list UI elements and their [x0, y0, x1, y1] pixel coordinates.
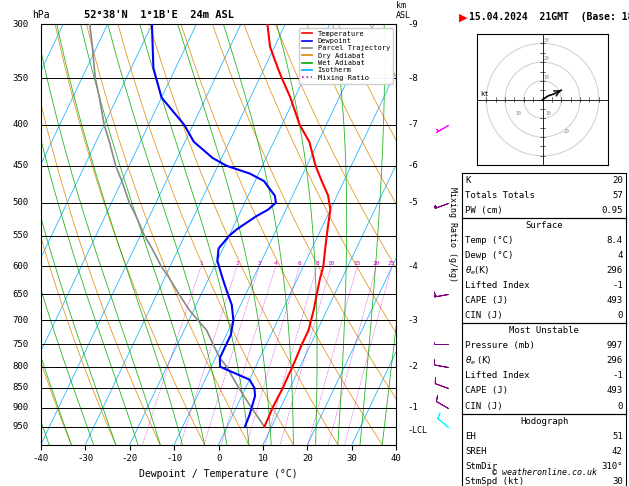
- Text: 8.4: 8.4: [606, 236, 623, 245]
- Text: 900: 900: [13, 403, 28, 413]
- Text: 20: 20: [564, 129, 570, 134]
- Text: © weatheronline.co.uk: © weatheronline.co.uk: [492, 468, 596, 477]
- Text: 310°: 310°: [601, 462, 623, 471]
- Text: Most Unstable: Most Unstable: [509, 326, 579, 335]
- Text: SREH: SREH: [465, 447, 487, 456]
- Text: 0: 0: [617, 401, 623, 411]
- Text: -3: -3: [408, 315, 418, 325]
- Text: Totals Totals: Totals Totals: [465, 191, 535, 200]
- Text: EH: EH: [465, 432, 476, 441]
- Text: StmSpd (kt): StmSpd (kt): [465, 477, 525, 486]
- Text: Lifted Index: Lifted Index: [465, 281, 530, 290]
- Text: Pressure (mb): Pressure (mb): [465, 341, 535, 350]
- Text: ▶: ▶: [459, 12, 468, 22]
- Text: 0.95: 0.95: [601, 206, 623, 215]
- Text: CIN (J): CIN (J): [465, 311, 503, 320]
- Text: Dewp (°C): Dewp (°C): [465, 251, 514, 260]
- Text: 500: 500: [13, 198, 28, 207]
- Text: StmDir: StmDir: [465, 462, 498, 471]
- Text: 0: 0: [617, 311, 623, 320]
- Text: 30: 30: [612, 477, 623, 486]
- Text: Lifted Index: Lifted Index: [465, 371, 530, 381]
- Text: 800: 800: [13, 362, 28, 371]
- Text: CAPE (J): CAPE (J): [465, 296, 508, 305]
- Text: -5: -5: [408, 198, 418, 207]
- Text: -7: -7: [408, 120, 418, 129]
- Text: 51: 51: [612, 432, 623, 441]
- Text: 493: 493: [606, 296, 623, 305]
- Text: 400: 400: [13, 120, 28, 129]
- Text: 10: 10: [327, 261, 335, 266]
- Text: 2: 2: [235, 261, 239, 266]
- Text: 650: 650: [13, 290, 28, 299]
- Text: Mixing Ratio (g/kg): Mixing Ratio (g/kg): [448, 187, 457, 282]
- Text: 8: 8: [315, 261, 319, 266]
- Text: 850: 850: [13, 383, 28, 392]
- X-axis label: Dewpoint / Temperature (°C): Dewpoint / Temperature (°C): [139, 469, 298, 479]
- Text: 750: 750: [13, 340, 28, 349]
- Text: 1: 1: [199, 261, 203, 266]
- Text: $\theta_e$ (K): $\theta_e$ (K): [465, 355, 492, 367]
- Text: 30: 30: [543, 37, 549, 42]
- Text: 300: 300: [13, 20, 28, 29]
- Text: 10: 10: [545, 111, 551, 116]
- Text: -1: -1: [408, 403, 418, 413]
- Text: Temp (°C): Temp (°C): [465, 236, 514, 245]
- Text: -1: -1: [612, 371, 623, 381]
- Text: 4: 4: [274, 261, 277, 266]
- Text: 3: 3: [257, 261, 261, 266]
- Text: 493: 493: [606, 386, 623, 396]
- Text: hPa: hPa: [32, 10, 50, 20]
- Text: 296: 296: [606, 266, 623, 275]
- Text: -LCL: -LCL: [408, 426, 428, 435]
- Text: 4: 4: [617, 251, 623, 260]
- Text: 15: 15: [353, 261, 361, 266]
- Text: -9: -9: [408, 20, 418, 29]
- Text: -1: -1: [612, 281, 623, 290]
- Text: K: K: [465, 175, 471, 185]
- Text: 20: 20: [543, 56, 549, 61]
- Text: 6: 6: [298, 261, 301, 266]
- Text: 15.04.2024  21GMT  (Base: 18): 15.04.2024 21GMT (Base: 18): [469, 12, 629, 22]
- Text: 700: 700: [13, 315, 28, 325]
- Text: Surface: Surface: [525, 221, 563, 230]
- Text: -4: -4: [408, 262, 418, 271]
- Text: 350: 350: [13, 73, 28, 83]
- Text: 57: 57: [612, 191, 623, 200]
- Text: 10: 10: [515, 111, 521, 116]
- Text: 950: 950: [13, 422, 28, 431]
- Text: km
ASL: km ASL: [396, 0, 411, 20]
- Text: Hodograph: Hodograph: [520, 417, 568, 426]
- Text: 600: 600: [13, 262, 28, 271]
- Text: 997: 997: [606, 341, 623, 350]
- Text: 20: 20: [373, 261, 380, 266]
- Text: 10: 10: [543, 75, 549, 80]
- Text: kt: kt: [481, 91, 489, 97]
- Text: 52°38'N  1°1B'E  24m ASL: 52°38'N 1°1B'E 24m ASL: [84, 10, 233, 20]
- Text: 296: 296: [606, 356, 623, 365]
- Text: $\theta_e$(K): $\theta_e$(K): [465, 264, 489, 277]
- Text: 42: 42: [612, 447, 623, 456]
- Text: CIN (J): CIN (J): [465, 401, 503, 411]
- Text: 450: 450: [13, 161, 28, 171]
- Text: -6: -6: [408, 161, 418, 171]
- Text: 20: 20: [612, 175, 623, 185]
- Text: PW (cm): PW (cm): [465, 206, 503, 215]
- Text: 550: 550: [13, 231, 28, 241]
- Legend: Temperature, Dewpoint, Parcel Trajectory, Dry Adiabat, Wet Adiabat, Isotherm, Mi: Temperature, Dewpoint, Parcel Trajectory…: [299, 28, 392, 84]
- Text: CAPE (J): CAPE (J): [465, 386, 508, 396]
- Text: -2: -2: [408, 362, 418, 371]
- Text: 25: 25: [388, 261, 396, 266]
- Text: -8: -8: [408, 73, 418, 83]
